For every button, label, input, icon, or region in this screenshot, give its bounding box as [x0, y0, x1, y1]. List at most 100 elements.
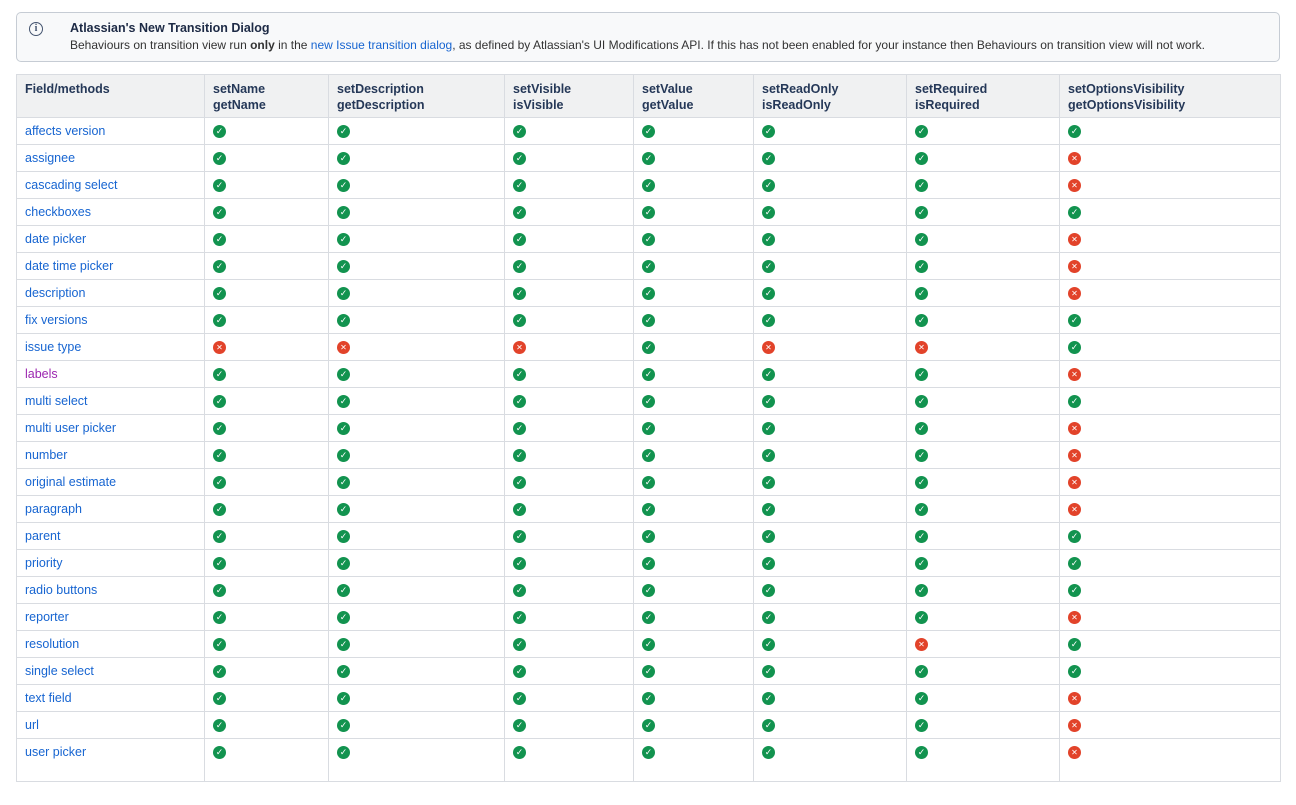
field-link[interactable]: labels — [25, 367, 58, 381]
check-icon — [337, 530, 350, 544]
field-link[interactable]: fix versions — [25, 313, 88, 327]
column-header-setreadonly: setReadOnly isReadOnly — [753, 74, 907, 118]
support-cell — [328, 468, 505, 496]
table-row: original estimate — [16, 468, 1281, 496]
column-header-line1: setValue — [642, 82, 693, 96]
support-cell — [504, 144, 634, 172]
support-cell — [328, 414, 505, 442]
support-cell — [504, 333, 634, 361]
check-icon — [915, 260, 928, 274]
support-cell — [633, 225, 754, 253]
support-cell — [204, 306, 329, 334]
check-icon — [213, 125, 226, 139]
support-cell — [906, 225, 1060, 253]
support-cell — [204, 441, 329, 469]
check-icon — [915, 611, 928, 625]
support-cell — [633, 360, 754, 388]
banner-body-bold: only — [250, 38, 275, 52]
field-link[interactable]: date time picker — [25, 259, 114, 273]
transition-dialog-link[interactable]: new Issue transition dialog — [310, 38, 453, 52]
field-cell: affects version — [16, 117, 205, 145]
check-icon — [915, 206, 928, 220]
check-icon — [915, 476, 928, 490]
field-cell: paragraph — [16, 495, 205, 523]
support-cell — [204, 522, 329, 550]
check-icon — [213, 692, 226, 706]
field-cell: parent — [16, 522, 205, 550]
support-cell — [204, 333, 329, 361]
support-cell — [204, 360, 329, 388]
check-icon — [213, 449, 226, 463]
support-cell — [504, 252, 634, 280]
field-link[interactable]: affects version — [25, 124, 106, 138]
support-cell — [753, 360, 907, 388]
support-cell — [906, 711, 1060, 739]
field-link[interactable]: description — [25, 286, 86, 300]
field-link[interactable]: reporter — [25, 610, 69, 624]
banner-title: Atlassian's New Transition Dialog — [70, 21, 270, 35]
check-icon — [337, 746, 350, 760]
check-icon — [513, 746, 526, 760]
field-link[interactable]: priority — [25, 556, 63, 570]
check-icon — [213, 368, 226, 382]
field-link[interactable]: checkboxes — [25, 205, 92, 219]
field-link[interactable]: multi select — [25, 394, 88, 408]
field-link[interactable]: issue type — [25, 340, 82, 354]
check-icon — [213, 638, 226, 652]
field-link[interactable]: multi user picker — [25, 421, 116, 435]
support-cell — [753, 414, 907, 442]
support-cell — [633, 441, 754, 469]
table-row: radio buttons — [16, 576, 1281, 604]
table-row: reporter — [16, 603, 1281, 631]
support-cell — [1059, 495, 1281, 523]
field-link[interactable]: resolution — [25, 637, 80, 651]
check-icon — [642, 449, 655, 463]
support-cell — [204, 252, 329, 280]
field-link[interactable]: user picker — [25, 745, 87, 759]
support-cell — [1059, 198, 1281, 226]
check-icon — [213, 233, 226, 247]
table-row: assignee — [16, 144, 1281, 172]
field-link[interactable]: date picker — [25, 232, 87, 246]
support-cell — [633, 279, 754, 307]
support-cell — [328, 711, 505, 739]
field-link[interactable]: radio buttons — [25, 583, 98, 597]
check-icon — [337, 503, 350, 517]
support-cell — [753, 711, 907, 739]
field-link[interactable]: text field — [25, 691, 72, 705]
field-link[interactable]: number — [25, 448, 68, 462]
check-icon — [1068, 584, 1081, 598]
field-link[interactable]: original estimate — [25, 475, 117, 489]
check-icon — [1068, 341, 1081, 355]
check-icon — [513, 233, 526, 247]
check-icon — [337, 422, 350, 436]
info-icon: i — [29, 20, 70, 55]
support-cell — [1059, 306, 1281, 334]
cross-icon — [1068, 233, 1081, 247]
field-link[interactable]: paragraph — [25, 502, 82, 516]
support-cell — [633, 522, 754, 550]
field-link[interactable]: single select — [25, 664, 94, 678]
column-header-line1: setRequired — [915, 82, 988, 96]
check-icon — [642, 746, 655, 760]
check-icon — [762, 503, 775, 517]
check-icon — [762, 584, 775, 598]
support-cell — [1059, 387, 1281, 415]
support-cell — [328, 630, 505, 658]
support-cell — [753, 144, 907, 172]
field-cell: radio buttons — [16, 576, 205, 604]
support-cell — [906, 441, 1060, 469]
support-cell — [504, 117, 634, 145]
check-icon — [915, 314, 928, 328]
check-icon — [642, 611, 655, 625]
field-link[interactable]: cascading select — [25, 178, 118, 192]
field-link[interactable]: parent — [25, 529, 61, 543]
field-link[interactable]: assignee — [25, 151, 76, 165]
support-cell — [753, 468, 907, 496]
check-icon — [642, 179, 655, 193]
field-link[interactable]: url — [25, 718, 39, 732]
support-cell — [633, 117, 754, 145]
check-icon — [642, 233, 655, 247]
table-row: number — [16, 441, 1281, 469]
table-row: paragraph — [16, 495, 1281, 523]
